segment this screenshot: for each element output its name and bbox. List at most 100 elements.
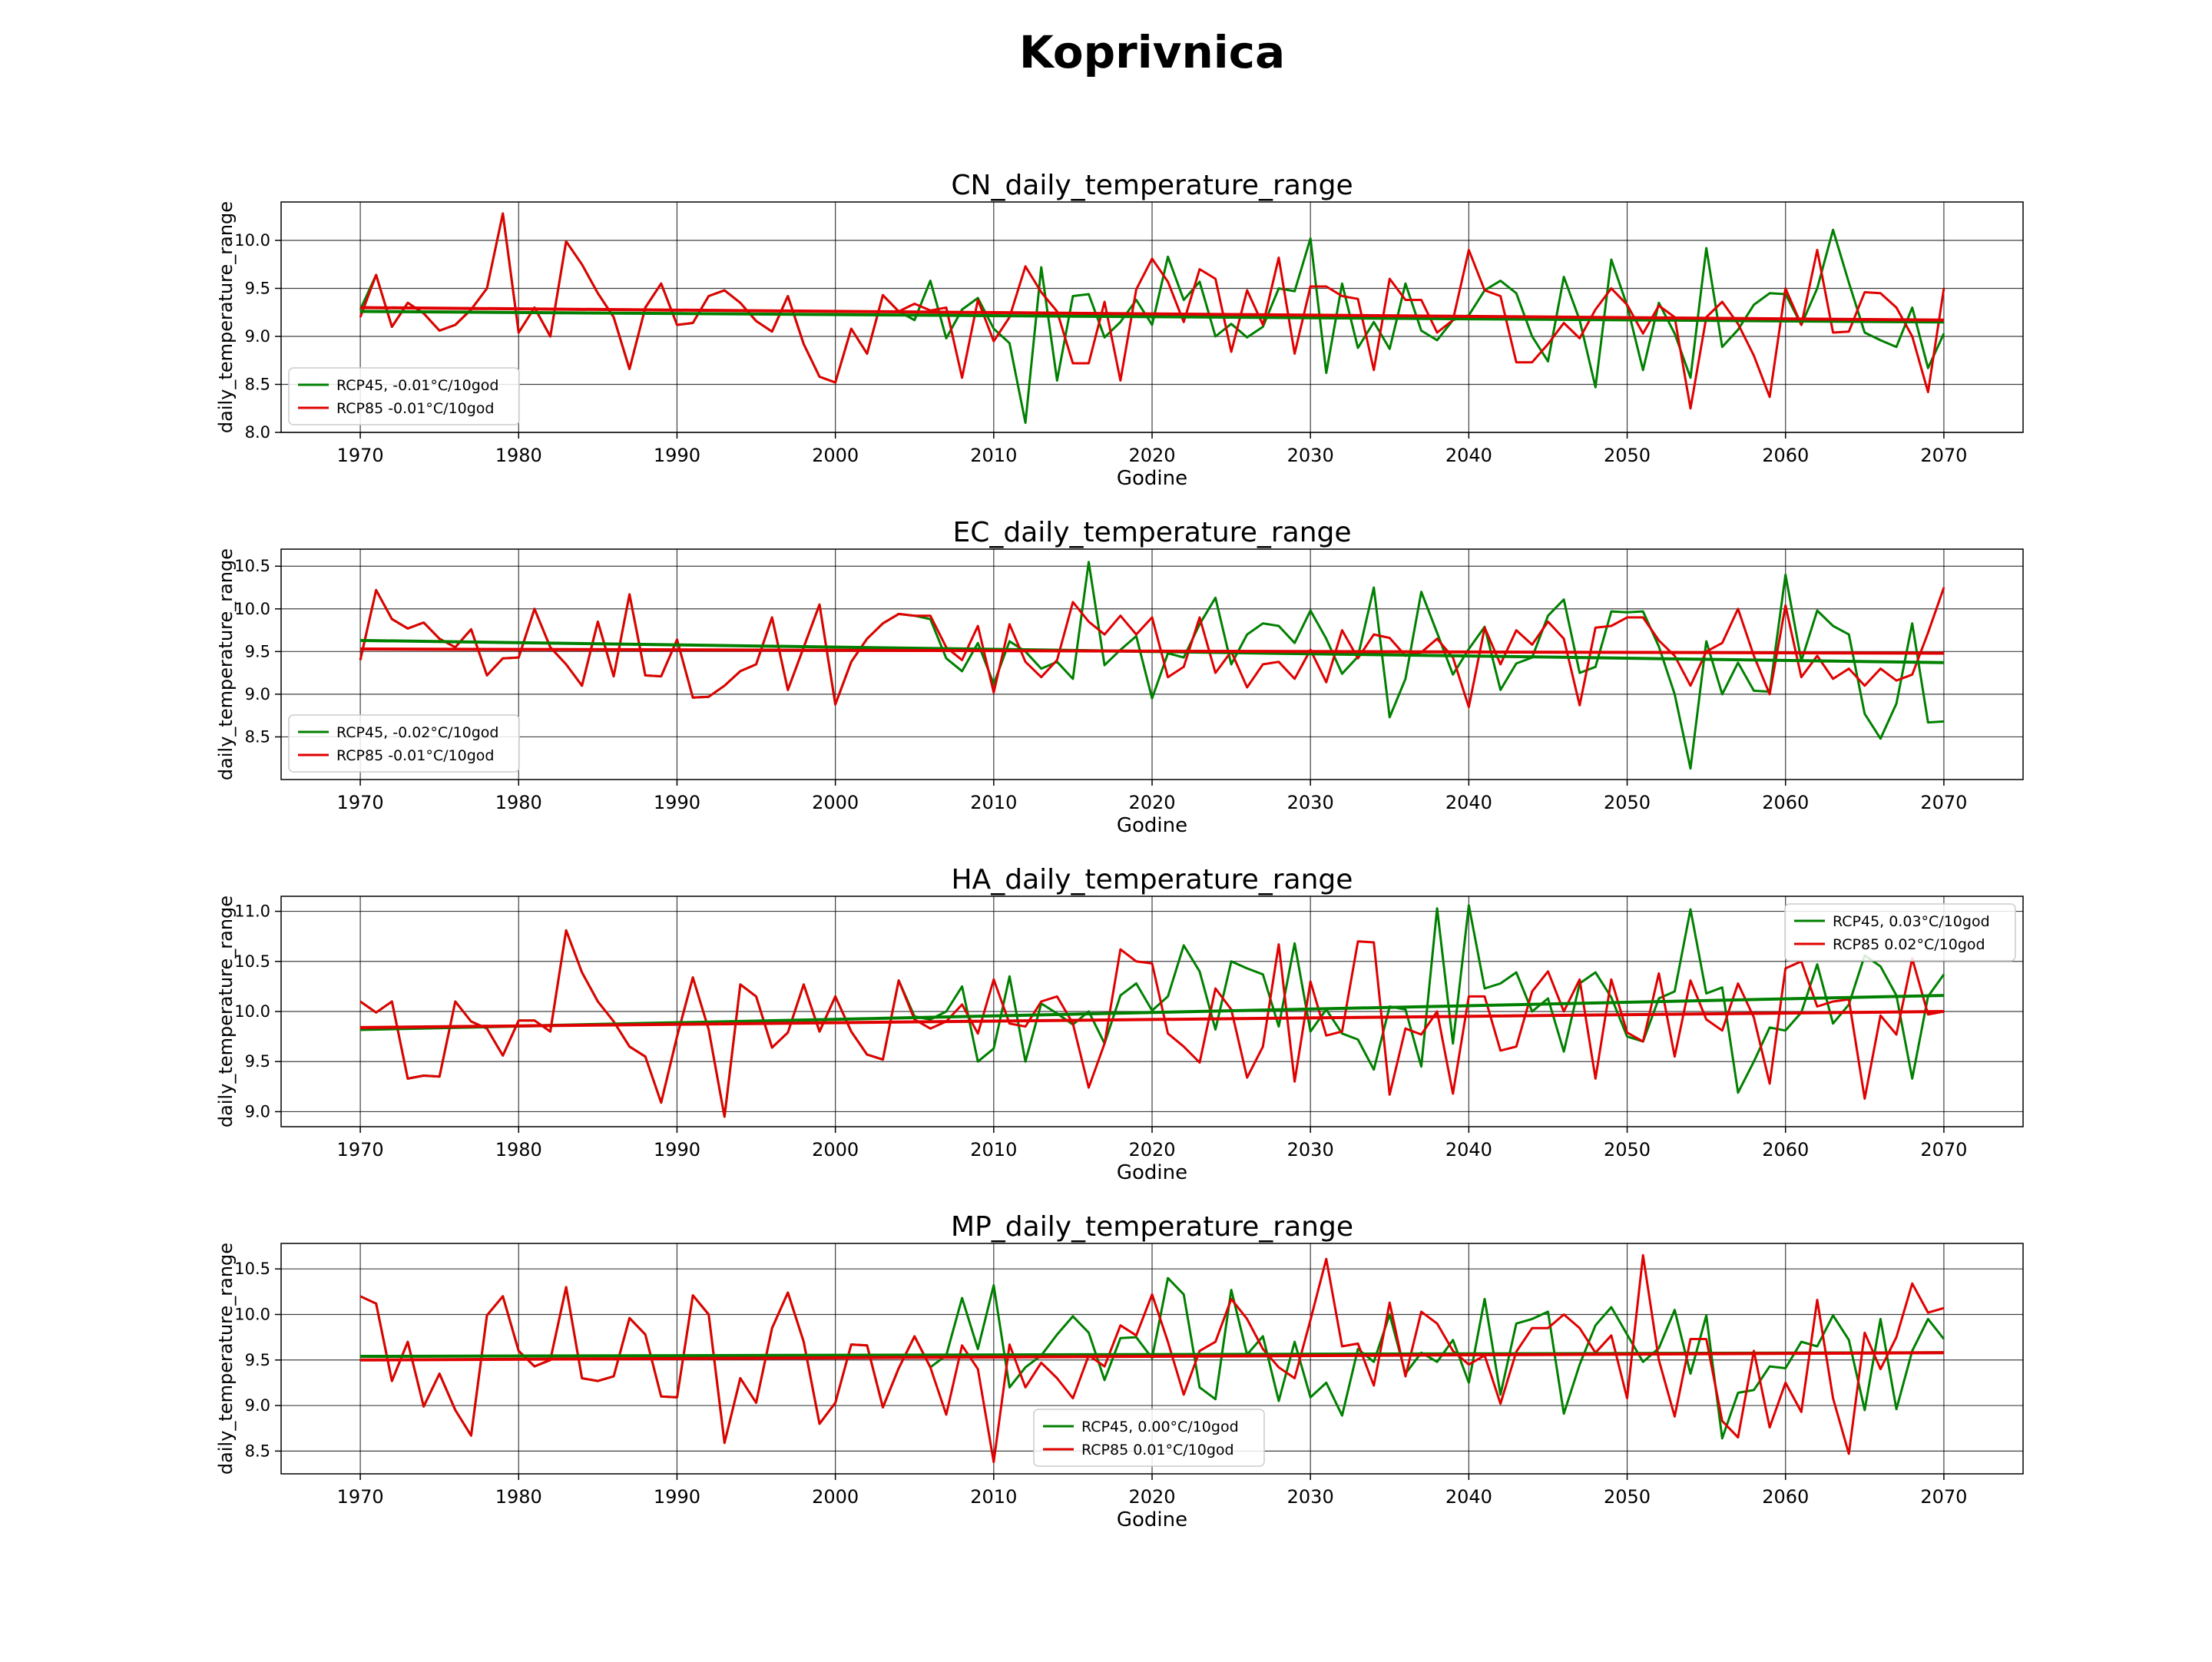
legend: RCP45, 0.00°C/10god RCP85 0.01°C/10god: [1033, 1409, 1265, 1467]
x-axis-label: Godine: [1117, 467, 1187, 490]
y-tick-label: 9.5: [245, 1052, 270, 1071]
legend-label-1: RCP85 0.02°C/10god: [1833, 936, 1985, 953]
y-tick-label: 10.0: [234, 1305, 270, 1323]
x-tick-label: 2050: [1604, 1139, 1651, 1160]
y-axis-label: daily_temperature_range: [215, 201, 237, 433]
panel-title: HA_daily_temperature_range: [952, 864, 1353, 896]
y-tick-label: 10.5: [234, 557, 270, 575]
y-tick-label: 10.5: [234, 952, 270, 971]
panel-title: EC_daily_temperature_range: [952, 517, 1351, 548]
x-tick-label: 2000: [812, 1139, 859, 1160]
axes-frame: [280, 548, 2024, 780]
y-tick-label: 9.0: [245, 327, 270, 346]
y-tick-label: 10.0: [234, 1002, 270, 1021]
x-tick-label: 1970: [337, 792, 384, 813]
x-tick-label: 2010: [970, 1139, 1017, 1160]
x-tick-label: 2060: [1762, 792, 1809, 813]
axes-frame: [280, 896, 2024, 1127]
x-tick-label: 2000: [812, 445, 859, 466]
legend: RCP45, 0.03°C/10god RCP85 0.02°C/10god: [1784, 903, 2016, 962]
x-tick-label: 1980: [495, 792, 542, 813]
x-tick-label: 2060: [1762, 445, 1809, 466]
y-tick-label: 8.5: [245, 727, 270, 746]
y-tick-label: 9.0: [245, 1102, 270, 1121]
x-tick-label: 2010: [970, 1486, 1017, 1508]
x-tick-label: 2030: [1287, 792, 1334, 813]
legend-label-0: RCP45, 0.03°C/10god: [1833, 913, 1990, 930]
legend-label-1: RCP85 -0.01°C/10god: [336, 400, 494, 417]
x-axis-label: Godine: [1117, 1161, 1187, 1184]
x-tick-label: 2040: [1445, 792, 1492, 813]
y-tick-label: 9.5: [245, 280, 270, 298]
y-tick-label: 9.0: [245, 1396, 270, 1415]
series-line-1: [359, 1253, 1945, 1464]
y-axis-label: daily_temperature_range: [215, 1243, 237, 1475]
legend-label-0: RCP45, 0.00°C/10god: [1081, 1419, 1239, 1435]
x-tick-label: 2050: [1604, 445, 1651, 466]
trend-line-1: [360, 647, 1944, 655]
axes-frame: [280, 201, 2024, 433]
x-tick-label: 1980: [495, 445, 542, 466]
y-tick-label: 10.0: [234, 231, 270, 250]
legend-label-0: RCP45, -0.02°C/10god: [336, 724, 499, 741]
x-axis-label: Godine: [1117, 1508, 1187, 1531]
x-tick-label: 2030: [1287, 445, 1334, 466]
panel-title: CN_daily_temperature_range: [951, 170, 1353, 201]
x-tick-label: 2070: [1920, 792, 1967, 813]
x-tick-label: 2010: [970, 445, 1017, 466]
series-line-1: [359, 929, 1945, 1118]
panel-2: HA_daily_temperature_range 1970 1980 1990 20…: [215, 864, 2024, 1184]
x-tick-label: 1990: [654, 1139, 700, 1160]
legend-label-1: RCP85 -0.01°C/10god: [336, 747, 494, 764]
legend-label-1: RCP85 0.01°C/10god: [1081, 1442, 1234, 1458]
x-tick-label: 2020: [1128, 445, 1175, 466]
legend: RCP45, -0.01°C/10god RCP85 -0.01°C/10god: [288, 367, 520, 425]
trend-line-0: [360, 310, 1944, 324]
x-tick-label: 2040: [1445, 1139, 1492, 1160]
x-tick-label: 2000: [812, 792, 859, 813]
legend-label-0: RCP45, -0.01°C/10god: [336, 377, 499, 394]
figure-title: Koprivnica: [1019, 26, 1285, 78]
series-line-1: [359, 587, 1945, 709]
x-tick-label: 2070: [1920, 1486, 1967, 1508]
x-tick-label: 1990: [654, 792, 700, 813]
x-tick-label: 2010: [970, 792, 1017, 813]
axes-frame: [280, 1243, 2024, 1475]
legend-frame: [288, 714, 520, 773]
x-tick-label: 2040: [1445, 1486, 1492, 1508]
panel-0: CN_daily_temperature_range 1970 1980 1990 20…: [215, 170, 2024, 490]
y-tick-label: 10.5: [234, 1260, 270, 1278]
panel-1: EC_daily_temperature_range 1970 1980 1990 20…: [215, 517, 2024, 837]
y-tick-label: 9.5: [245, 642, 270, 660]
x-tick-label: 2050: [1604, 1486, 1651, 1508]
x-tick-label: 2030: [1287, 1139, 1334, 1160]
x-tick-label: 2050: [1604, 792, 1651, 813]
x-tick-label: 2060: [1762, 1139, 1809, 1160]
x-tick-label: 2030: [1287, 1486, 1334, 1508]
x-axis-label: Godine: [1117, 814, 1187, 837]
x-tick-label: 2020: [1128, 1486, 1175, 1508]
y-tick-label: 8.0: [245, 423, 270, 442]
x-tick-label: 2020: [1128, 1139, 1175, 1160]
y-tick-label: 10.0: [234, 600, 270, 618]
x-tick-label: 1980: [495, 1139, 542, 1160]
x-tick-label: 2020: [1128, 792, 1175, 813]
trend-line-1: [360, 306, 1944, 322]
x-tick-label: 1990: [654, 445, 700, 466]
x-tick-label: 2040: [1445, 445, 1492, 466]
y-tick-label: 9.5: [245, 1351, 270, 1369]
panel-title: MP_daily_temperature_range: [951, 1211, 1353, 1243]
x-tick-label: 1970: [337, 1486, 384, 1508]
y-axis-label: daily_temperature_range: [215, 896, 237, 1127]
x-tick-label: 2000: [812, 1486, 859, 1508]
trend-line-1: [360, 1351, 1944, 1362]
x-tick-label: 1970: [337, 1139, 384, 1160]
x-tick-label: 2070: [1920, 445, 1967, 466]
trend-line-1: [360, 1010, 1944, 1029]
series-line-1: [359, 212, 1945, 410]
y-tick-label: 9.0: [245, 685, 270, 704]
x-tick-label: 1980: [495, 1486, 542, 1508]
y-tick-label: 8.5: [245, 376, 270, 394]
